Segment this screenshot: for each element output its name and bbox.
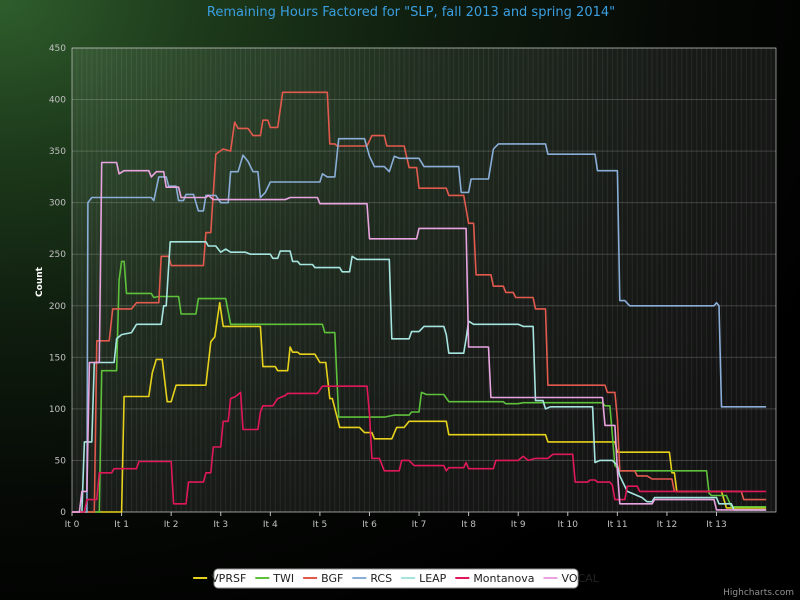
x-tick-label: It 3	[213, 520, 228, 530]
legend-label: TWI	[272, 572, 294, 585]
y-tick-label: 0	[60, 508, 66, 518]
y-axis-ticks: 0 50 100 150 200 250 300 350 400 450	[49, 44, 66, 518]
legend-box	[213, 568, 579, 589]
credits-link[interactable]: Highcharts.com	[723, 588, 794, 598]
x-tick-label: It 13	[706, 520, 727, 530]
x-axis-ticks: It 0 It 1 It 2 It 3 It 4 It 5 It 6 It 7 It 8 It 9…	[65, 512, 727, 530]
minor-grid	[71, 48, 777, 512]
y-tick-label: 350	[49, 147, 66, 157]
series-line-vprsf[interactable]	[72, 301, 767, 513]
y-tick-label: 300	[49, 199, 66, 209]
x-tick-label: It 0	[65, 520, 80, 530]
legend-label: BGF	[321, 572, 343, 585]
x-tick-label: It 7	[412, 520, 427, 530]
legend-item-montanova[interactable]: Montanova	[455, 572, 535, 585]
major-grid	[72, 47, 776, 513]
series-layer	[72, 91, 767, 513]
x-tick-label: It 9	[511, 520, 526, 530]
legend-item-leap[interactable]: LEAP	[401, 572, 447, 585]
legend-item-bgf[interactable]: BGF	[303, 572, 343, 585]
y-tick-label: 100	[49, 405, 66, 415]
series-line-rcs[interactable]	[72, 137, 767, 513]
x-tick-label: It 12	[657, 520, 678, 530]
x-tick-label: It 1	[114, 520, 129, 530]
series-line-bgf[interactable]	[72, 91, 767, 513]
x-tick-label: It 11	[607, 520, 628, 530]
series-line-montanova[interactable]	[72, 385, 767, 513]
y-axis-title: Count	[35, 266, 45, 297]
legend-label: LEAP	[419, 572, 447, 585]
legend-item-twi[interactable]: TWI	[255, 572, 294, 585]
legend-label: RCS	[370, 572, 392, 585]
legend-label: VPRSF	[211, 572, 246, 585]
y-tick-label: 450	[49, 44, 66, 54]
x-tick-label: It 2	[164, 520, 179, 530]
y-tick-label: 150	[49, 353, 66, 363]
legend-item-rcs[interactable]: RCS	[352, 572, 392, 585]
x-tick-label: It 8	[461, 520, 476, 530]
x-tick-label: It 6	[362, 520, 377, 530]
y-tick-label: 50	[55, 456, 67, 466]
y-tick-label: 400	[49, 96, 66, 106]
y-tick-label: 200	[49, 302, 66, 312]
legend-label: VOCAL	[562, 572, 600, 585]
legend-label: Montanova	[473, 572, 534, 585]
x-tick-label: It 5	[312, 520, 327, 530]
chart-title: Remaining Hours Factored for "SLP, fall …	[207, 5, 615, 20]
legend: VPRSF TWI BGF RCS LEAP Montanova VOCAL	[193, 568, 600, 589]
series-line-vocal[interactable]	[72, 161, 767, 513]
legend-item-vprsf[interactable]: VPRSF	[193, 572, 246, 585]
x-tick-label: It 10	[558, 520, 579, 530]
series-line-twi[interactable]	[72, 260, 767, 513]
x-tick-label: It 4	[263, 520, 278, 530]
legend-item-vocal[interactable]: VOCAL	[543, 572, 600, 585]
y-tick-label: 250	[49, 250, 66, 260]
plot-background	[71, 47, 777, 513]
